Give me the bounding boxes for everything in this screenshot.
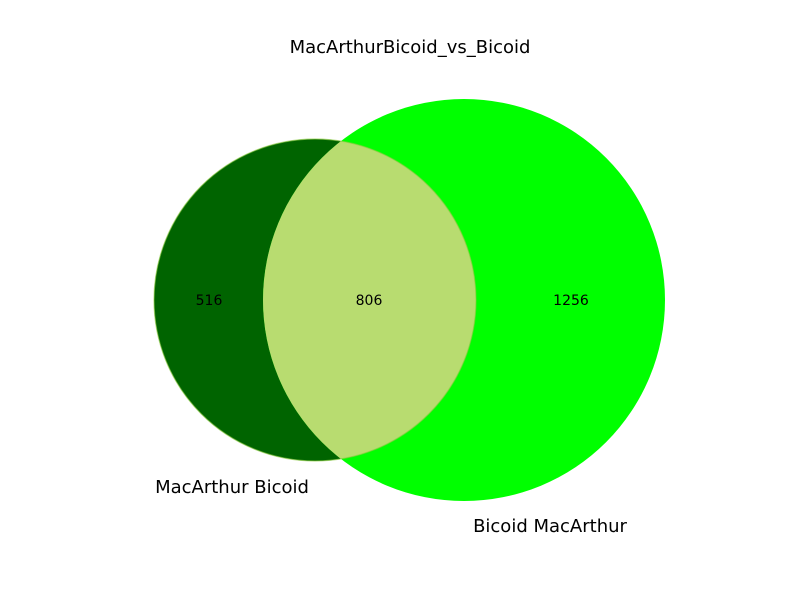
diagram-title: MacArthurBicoid_vs_Bicoid [290,37,531,58]
set-b-label: Bicoid MacArthur [473,516,627,537]
set-a-label: MacArthur Bicoid [155,477,309,498]
overlap-edge [153,138,477,462]
region-count-both: 806 [356,293,383,309]
overlap-region [263,139,476,461]
region-count-only-a: 516 [196,293,223,309]
region-count-only-b: 1256 [553,293,589,309]
